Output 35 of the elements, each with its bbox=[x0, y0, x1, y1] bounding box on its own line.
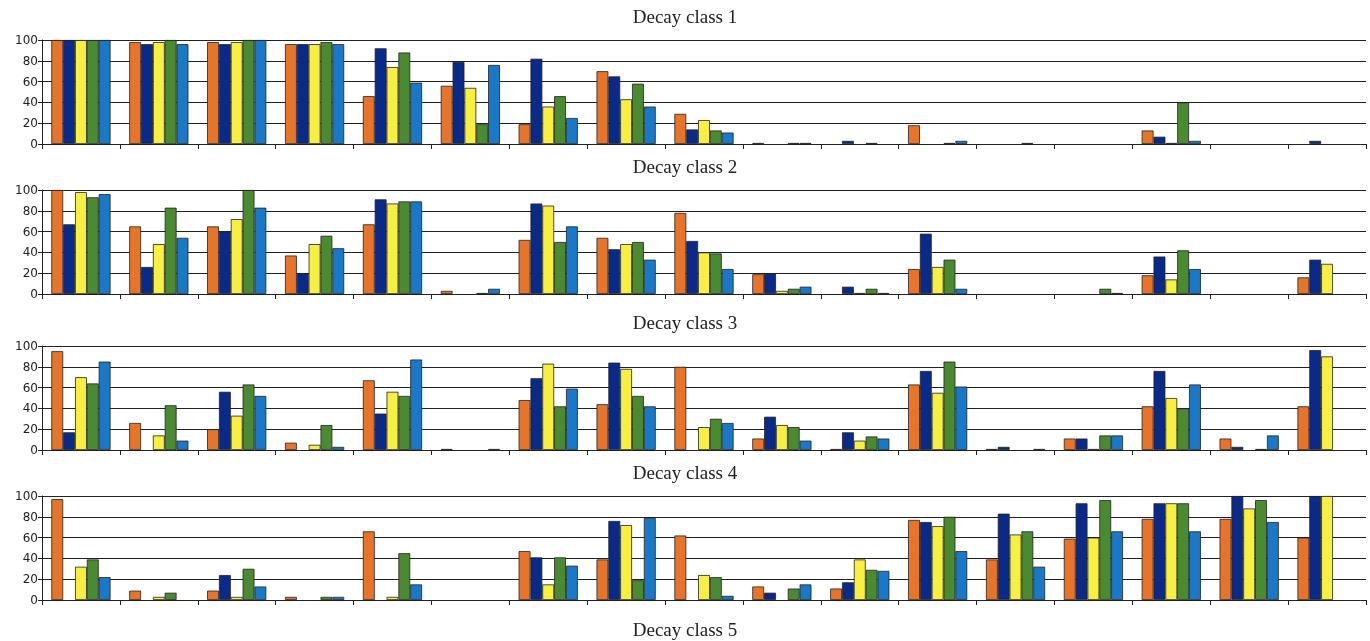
y-tick-label: 40 bbox=[22, 245, 38, 260]
bar bbox=[284, 442, 297, 450]
text: Decay class 5 bbox=[632, 619, 738, 640]
y-tick-label: 100 bbox=[15, 339, 38, 353]
chart-title: Decay class 2 bbox=[632, 156, 738, 177]
y-tick-label: 80 bbox=[22, 203, 38, 218]
y-tick-label: 0 bbox=[30, 443, 38, 457]
y-tick-label: 0 bbox=[30, 287, 38, 301]
y-tick-label: 80 bbox=[22, 509, 38, 524]
y-tick-label: 60 bbox=[22, 224, 38, 239]
bar bbox=[129, 590, 142, 600]
y-tick-label: 100 bbox=[15, 183, 38, 197]
y-tick-label: 60 bbox=[22, 530, 38, 545]
y-tick-label: 0 bbox=[30, 593, 38, 607]
y-tick-label: 20 bbox=[22, 266, 38, 281]
y-tick-label: 20 bbox=[22, 422, 38, 437]
bar bbox=[440, 290, 453, 294]
y-tick-label: 20 bbox=[22, 572, 38, 587]
y-tick-label: 100 bbox=[15, 33, 38, 47]
y-tick-label: 0 bbox=[30, 137, 38, 151]
chart-title: Decay class 3 bbox=[632, 312, 738, 333]
chart-title: Decay class 1 bbox=[632, 6, 738, 27]
y-tick-label: 40 bbox=[22, 401, 38, 416]
y-tick-label: 100 bbox=[15, 489, 38, 503]
bar bbox=[842, 140, 854, 144]
y-tick-label: 80 bbox=[22, 53, 38, 68]
y-tick-label: 60 bbox=[22, 74, 38, 89]
y-tick-label: 40 bbox=[22, 95, 38, 110]
y-tick-label: 20 bbox=[22, 116, 38, 131]
bar bbox=[1309, 140, 1322, 144]
bar bbox=[284, 596, 297, 600]
y-tick-label: 60 bbox=[22, 380, 38, 395]
y-tick-label: 80 bbox=[22, 359, 38, 374]
y-tick-label: 40 bbox=[22, 551, 38, 566]
chart-title: Decay class 4 bbox=[632, 462, 738, 483]
